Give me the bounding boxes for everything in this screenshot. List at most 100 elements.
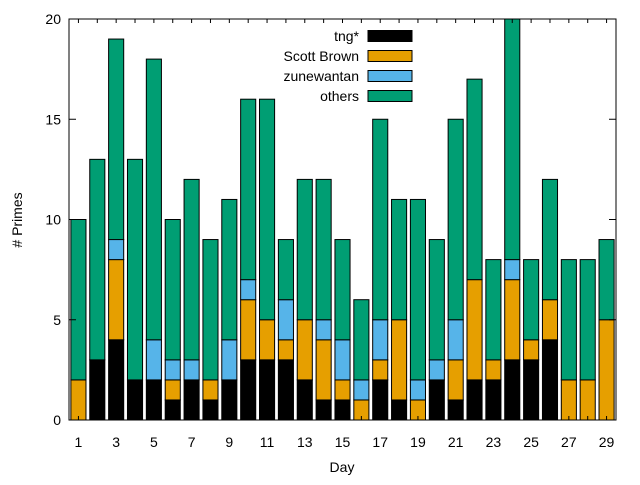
x-tick-label: 15 bbox=[335, 434, 351, 450]
bar-segment-day-21-series-2 bbox=[447, 319, 464, 361]
x-tick-label: 9 bbox=[225, 434, 233, 450]
x-tick-label: 7 bbox=[188, 434, 196, 450]
bar-segment-day-29-series-3 bbox=[598, 239, 615, 321]
bar-segment-day-2-series-3 bbox=[89, 158, 106, 361]
bar-segment-day-11-series-3 bbox=[259, 98, 276, 321]
x-tick-label: 11 bbox=[260, 434, 275, 450]
bar-segment-day-9-series-2 bbox=[221, 339, 238, 381]
x-tick-label: 19 bbox=[410, 434, 426, 450]
x-tick-label: 13 bbox=[297, 434, 313, 450]
bar-segment-day-25-series-1 bbox=[523, 339, 540, 361]
bar-segment-day-9-series-0 bbox=[221, 379, 238, 421]
bar-segment-day-17-series-1 bbox=[372, 359, 389, 381]
bar-segment-day-3-series-2 bbox=[108, 239, 125, 261]
bar-segment-day-15-series-2 bbox=[334, 339, 351, 381]
bar-segment-day-23-series-0 bbox=[485, 379, 502, 421]
bar-segment-day-17-series-2 bbox=[372, 319, 389, 361]
bar-segment-day-10-series-3 bbox=[240, 98, 257, 281]
y-axis-label: # Primes bbox=[9, 192, 25, 247]
bar-segment-day-27-series-1 bbox=[560, 379, 577, 421]
bar-segment-day-19-series-2 bbox=[409, 379, 426, 401]
bar-segment-day-1-series-1 bbox=[70, 379, 87, 421]
bar-segment-day-12-series-2 bbox=[277, 299, 294, 341]
bar-segment-day-23-series-1 bbox=[485, 359, 502, 381]
bar-segment-day-5-series-2 bbox=[145, 339, 162, 381]
bars-layer bbox=[70, 18, 615, 421]
bar-segment-day-24-series-2 bbox=[504, 259, 521, 281]
legend-swatch bbox=[367, 30, 413, 42]
legend-label: others bbox=[320, 88, 359, 104]
x-tick-label: 29 bbox=[599, 434, 615, 450]
x-tick-label: 23 bbox=[486, 434, 502, 450]
bar-segment-day-6-series-3 bbox=[164, 219, 181, 361]
bar-segment-day-15-series-1 bbox=[334, 379, 351, 401]
bar-segment-day-25-series-0 bbox=[523, 359, 540, 421]
x-tick-label: 1 bbox=[75, 434, 83, 450]
bar-segment-day-5-series-3 bbox=[145, 58, 162, 341]
bar-segment-day-10-series-1 bbox=[240, 299, 257, 361]
bar-segment-day-22-series-0 bbox=[466, 379, 483, 421]
bar-segment-day-21-series-1 bbox=[447, 359, 464, 401]
bar-segment-day-22-series-3 bbox=[466, 78, 483, 281]
bar-segment-day-29-series-1 bbox=[598, 319, 615, 421]
bar-segment-day-7-series-0 bbox=[183, 379, 200, 421]
y-tick-label: 5 bbox=[53, 312, 61, 328]
bar-segment-day-3-series-0 bbox=[108, 339, 125, 421]
bar-segment-day-2-series-0 bbox=[89, 359, 106, 421]
bar-segment-day-28-series-1 bbox=[579, 379, 596, 421]
legend-label: Scott Brown bbox=[284, 48, 359, 64]
bar-segment-day-11-series-1 bbox=[259, 319, 276, 361]
bar-segment-day-23-series-3 bbox=[485, 259, 502, 361]
y-tick-label: 0 bbox=[53, 412, 61, 428]
bar-segment-day-24-series-0 bbox=[504, 359, 521, 421]
bar-segment-day-17-series-0 bbox=[372, 379, 389, 421]
bar-segment-day-3-series-3 bbox=[108, 38, 125, 241]
bar-segment-day-26-series-0 bbox=[541, 339, 559, 421]
bar-segment-day-7-series-2 bbox=[183, 359, 200, 381]
bar-segment-day-26-series-3 bbox=[541, 178, 559, 301]
bar-segment-day-6-series-1 bbox=[164, 379, 181, 401]
bar-segment-day-21-series-3 bbox=[447, 118, 464, 321]
bar-segment-day-8-series-1 bbox=[202, 379, 219, 401]
legend-label: zunewantan bbox=[283, 68, 359, 84]
bar-segment-day-25-series-3 bbox=[523, 259, 540, 341]
bar-segment-day-7-series-3 bbox=[183, 178, 200, 361]
bar-segment-day-13-series-3 bbox=[296, 178, 313, 321]
bar-segment-day-11-series-0 bbox=[259, 359, 276, 421]
bar-segment-day-15-series-3 bbox=[334, 239, 351, 341]
x-tick-label: 27 bbox=[561, 434, 577, 450]
bar-segment-day-4-series-0 bbox=[126, 379, 144, 421]
bar-segment-day-8-series-3 bbox=[202, 239, 219, 381]
y-tick-label: 15 bbox=[45, 111, 61, 127]
bar-segment-day-22-series-1 bbox=[466, 279, 483, 381]
bar-segment-day-28-series-3 bbox=[579, 259, 596, 381]
bar-segment-day-26-series-1 bbox=[541, 299, 559, 341]
bar-segment-day-16-series-2 bbox=[353, 379, 370, 401]
bar-segment-day-14-series-2 bbox=[315, 319, 332, 341]
bar-segment-day-9-series-3 bbox=[221, 198, 238, 341]
bar-segment-day-27-series-3 bbox=[560, 259, 577, 381]
bar-segment-day-10-series-2 bbox=[240, 279, 257, 301]
bar-segment-day-12-series-0 bbox=[277, 359, 294, 421]
bar-segment-day-13-series-0 bbox=[296, 379, 313, 421]
bar-segment-day-4-series-3 bbox=[126, 158, 144, 381]
bar-segment-day-12-series-3 bbox=[277, 239, 294, 301]
bar-segment-day-10-series-0 bbox=[240, 359, 257, 421]
x-axis-label: Day bbox=[330, 459, 355, 475]
bar-segment-day-17-series-3 bbox=[372, 118, 389, 321]
bar-segment-day-19-series-3 bbox=[409, 198, 426, 381]
legend-label: tng* bbox=[334, 28, 359, 44]
x-tick-label: 25 bbox=[523, 434, 539, 450]
bar-segment-day-18-series-1 bbox=[391, 319, 408, 401]
bar-segment-day-20-series-3 bbox=[428, 239, 445, 361]
x-tick-label: 21 bbox=[448, 434, 464, 450]
bar-segment-day-14-series-1 bbox=[315, 339, 332, 401]
bar-segment-day-24-series-1 bbox=[504, 279, 521, 361]
bar-segment-day-14-series-3 bbox=[315, 178, 332, 321]
bar-segment-day-20-series-0 bbox=[428, 379, 445, 421]
legend: tng* Scott Brown zunewantan others bbox=[283, 28, 413, 104]
bar-segment-day-5-series-0 bbox=[145, 379, 162, 421]
